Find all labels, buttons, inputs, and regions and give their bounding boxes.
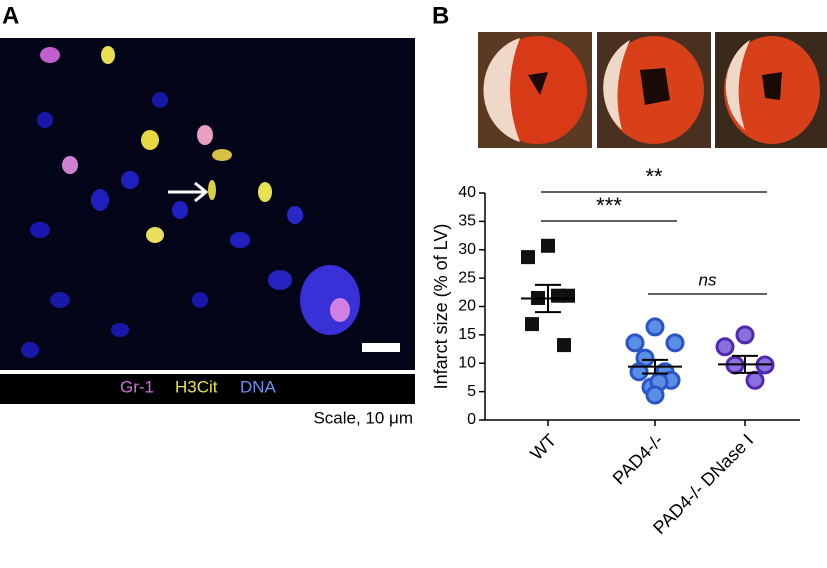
channel-label: DNA — [240, 377, 277, 396]
data-point — [715, 337, 735, 357]
y-tick-label: 35 — [458, 213, 476, 230]
y-tick-label: 10 — [458, 354, 476, 371]
panel-label: B — [432, 2, 449, 29]
channel-label: Gr-1 — [120, 377, 154, 396]
y-tick-label: 30 — [458, 241, 476, 258]
heart-slices — [478, 32, 827, 148]
data-point — [557, 338, 571, 353]
y-axis-label: Infarct size (% of LV) — [431, 224, 451, 390]
data-point — [625, 333, 645, 353]
micrograph-cells — [21, 46, 360, 358]
y-tick-label: 5 — [467, 383, 476, 400]
data-point — [521, 250, 535, 265]
x-tick-label: PAD4-/- DNase I — [649, 430, 757, 538]
data-point — [745, 370, 765, 390]
y-tick-label: 0 — [467, 411, 476, 428]
data-point — [645, 385, 665, 405]
y-tick-label: 15 — [458, 326, 476, 343]
x-tick-label: PAD4-/- — [609, 430, 667, 488]
data-point — [645, 317, 665, 337]
data-point — [541, 238, 555, 253]
data-point — [551, 288, 565, 303]
dot-plot: 0 5 10 15 20 25 30 35 40 Infarct size (% of LV) WT… — [431, 164, 800, 538]
channel-label: H3Cit — [175, 377, 218, 396]
scale-bar — [362, 343, 400, 352]
data-point — [665, 333, 685, 353]
y-tick-label: 20 — [458, 298, 476, 315]
legend-band — [0, 374, 415, 404]
scale-note: Scale, 10 μm — [313, 408, 413, 427]
data-point — [629, 362, 649, 382]
significance-label: ** — [645, 164, 663, 189]
data-point — [525, 317, 539, 332]
arrow — [168, 181, 209, 203]
x-tick-label: WT — [526, 430, 560, 464]
panel-label: A — [2, 2, 19, 29]
y-tick-label: 25 — [458, 269, 476, 286]
significance-label: *** — [596, 193, 622, 218]
significance-label: ns — [699, 270, 717, 289]
data-point — [735, 325, 755, 345]
y-tick-label: 40 — [458, 184, 476, 201]
